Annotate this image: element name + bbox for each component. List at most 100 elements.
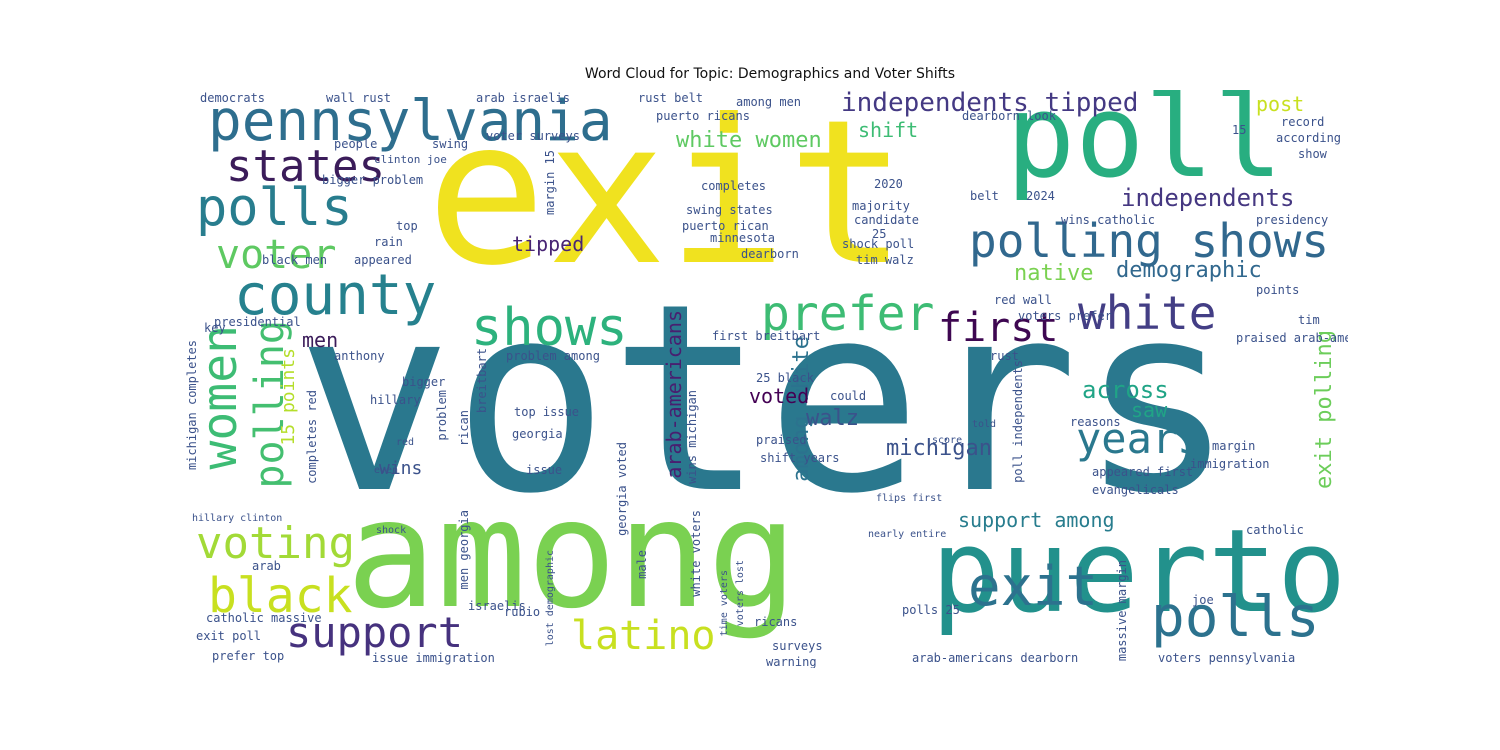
word: polls — [196, 178, 353, 238]
word: wall rust — [326, 91, 392, 105]
word: polls — [1151, 585, 1320, 650]
word: georgia — [512, 427, 563, 441]
word: problem — [435, 390, 449, 441]
word: majority — [852, 199, 910, 213]
word: support — [286, 608, 464, 657]
word: exit — [426, 90, 908, 310]
word: independents tipped — [841, 90, 1139, 118]
word: independents — [1121, 184, 1295, 212]
word: breitbart — [475, 348, 489, 414]
word: voters prefer — [1018, 309, 1112, 323]
word: shift years — [760, 451, 840, 465]
word: hillary clinton — [192, 513, 283, 524]
word: surveys — [772, 639, 823, 653]
word: polling shows — [969, 214, 1330, 268]
word: problem among — [506, 349, 600, 363]
word: margin 15 — [543, 150, 557, 216]
word: 2020 — [874, 177, 903, 191]
word: appeared first — [1092, 465, 1194, 479]
word: shows — [471, 298, 628, 358]
word: flips first — [876, 493, 943, 504]
word: among — [346, 468, 798, 642]
word: tim walz — [856, 253, 914, 267]
word: saw — [1131, 398, 1168, 422]
word: key — [204, 321, 226, 335]
word: bigger — [402, 375, 446, 389]
word: exit polling — [1312, 330, 1337, 489]
word: years — [1076, 414, 1203, 463]
word: time voters — [719, 570, 730, 637]
word: shock poll — [842, 237, 915, 251]
word: praised arab-americans — [1236, 331, 1348, 345]
word: prefer — [761, 286, 935, 342]
word: voters lost — [735, 560, 746, 627]
word: shift — [858, 118, 919, 142]
word: exit — [968, 555, 1099, 618]
word: clinton joe — [374, 153, 447, 166]
word: israelis — [468, 599, 526, 613]
word: rican — [457, 410, 471, 447]
word: male — [635, 550, 649, 579]
word: ricans — [754, 615, 798, 629]
word: nearly entire — [868, 529, 947, 540]
word: tipped — [512, 232, 585, 256]
word: wins — [379, 458, 423, 479]
word: issue — [526, 463, 563, 477]
word: warning — [766, 655, 817, 668]
word: dearborn look — [962, 109, 1056, 123]
word: even — [374, 465, 399, 476]
word: women — [192, 325, 248, 470]
word: poll independents — [1011, 360, 1025, 483]
word: puerto ricans — [656, 109, 750, 123]
word: issue immigration — [372, 651, 495, 665]
word: prefer top — [212, 649, 285, 663]
word: swing states — [686, 203, 773, 217]
word: 2024 — [1026, 189, 1055, 203]
word: demographic — [1116, 258, 1262, 283]
word: top issue — [514, 405, 580, 419]
word: lost demographic — [545, 550, 556, 647]
word: immigration — [1190, 457, 1270, 471]
word: points — [1256, 283, 1300, 297]
word: according — [1276, 131, 1342, 145]
word: 15 — [1232, 123, 1247, 137]
chart-title: Word Cloud for Topic: Demographics and V… — [584, 66, 956, 82]
word: polls 25 — [902, 603, 960, 617]
word-cloud: voters exit among poll puerto pennsylvan… — [186, 90, 1348, 668]
word: 25 black — [756, 371, 814, 385]
word: native — [1014, 261, 1094, 286]
word: democrats — [200, 91, 266, 105]
word: catholic massive — [206, 611, 322, 625]
word: arab israelis — [476, 91, 570, 105]
word: completes red — [305, 390, 319, 484]
word: evangelicals — [1092, 483, 1179, 497]
word: red — [396, 437, 415, 448]
word: hillary — [370, 393, 421, 407]
word: praised — [756, 433, 807, 447]
word: people — [334, 137, 378, 151]
word: 25 — [872, 227, 887, 241]
word: black — [208, 568, 353, 624]
word: rust — [990, 349, 1019, 363]
word: bigger problem — [322, 173, 424, 187]
word: presidential — [214, 315, 301, 329]
word: arab — [252, 559, 281, 573]
word: michigan completes — [186, 340, 199, 471]
word: arab-americans dearborn — [912, 651, 1079, 665]
word: belt — [970, 189, 999, 203]
word: puerto — [931, 505, 1347, 639]
word: voters — [296, 249, 1236, 551]
word: georgia voted — [615, 442, 629, 536]
word: voters pennsylvania — [1158, 651, 1296, 665]
word: men — [302, 328, 339, 352]
word: reasons — [1070, 415, 1121, 429]
word: county — [234, 263, 437, 328]
word: exit poll — [196, 629, 262, 643]
word: voting — [196, 518, 355, 569]
word: wins catholic — [1061, 213, 1155, 227]
word: completes — [701, 179, 767, 193]
word: puerto rican — [682, 219, 769, 233]
word: tim — [1298, 313, 1320, 327]
word: states — [226, 141, 385, 192]
word: support among — [958, 508, 1115, 532]
